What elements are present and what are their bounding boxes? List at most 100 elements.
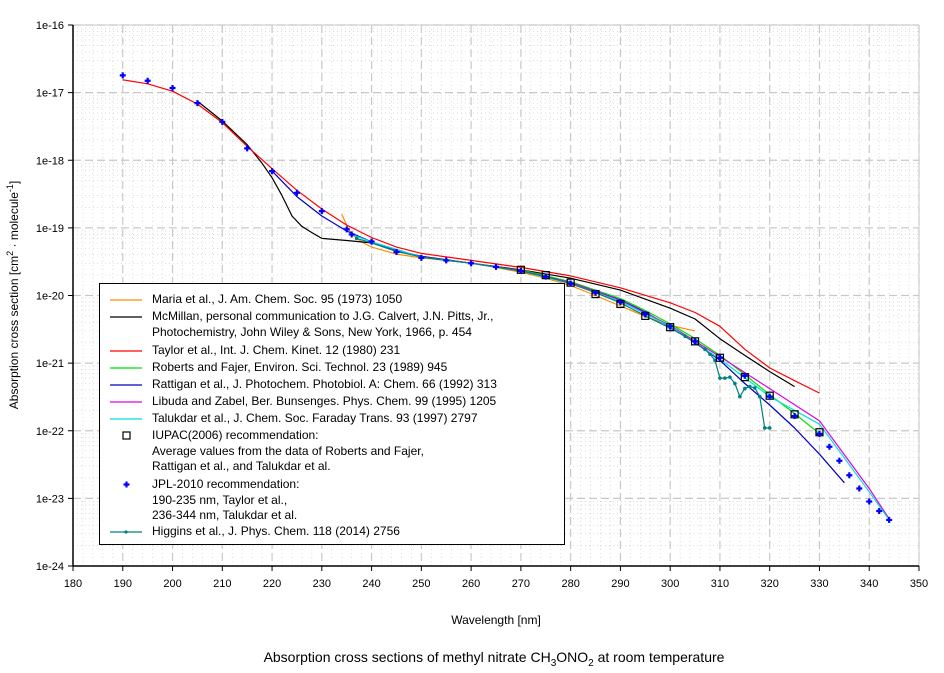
data-point bbox=[667, 323, 674, 330]
legend-label: Libuda and Zabel, Ber. Bunsenges. Phys. … bbox=[152, 394, 497, 408]
data-point bbox=[393, 248, 400, 255]
x-tick-label: 330 bbox=[810, 578, 828, 590]
y-label-sup1: 2 bbox=[5, 251, 15, 256]
ticks: 180 190 200 210 220 230 240 250 260 270 280 290 300 3… bbox=[36, 20, 928, 590]
legend-label: Higgins et al., J. Phys. Chem. 118 (2014… bbox=[152, 524, 400, 538]
y-label-pre: Absorption cross section [cm bbox=[7, 256, 21, 409]
legend-line-icon bbox=[110, 316, 142, 318]
legend-label-line: Photochemistry, John Wiley & Sons, New Y… bbox=[152, 324, 472, 339]
data-point bbox=[718, 376, 722, 380]
data-point bbox=[194, 100, 201, 107]
data-point bbox=[767, 426, 772, 430]
data-point bbox=[738, 394, 742, 399]
x-tick-label: 310 bbox=[711, 578, 729, 590]
data-point bbox=[368, 238, 375, 245]
data-point bbox=[757, 394, 762, 399]
title-sub1: 3 bbox=[551, 658, 557, 669]
open-square-icon bbox=[122, 431, 131, 440]
data-point bbox=[269, 168, 276, 175]
plus-marker-icon bbox=[123, 481, 130, 488]
data-point bbox=[642, 311, 649, 318]
data-point bbox=[144, 77, 151, 84]
y-tick-label: 1e-16 bbox=[36, 20, 64, 32]
data-point bbox=[542, 273, 549, 280]
data-point bbox=[856, 485, 863, 492]
series-line bbox=[122, 79, 820, 394]
legend-label: Rattigan et al., J. Photochem. Photobiol… bbox=[152, 377, 497, 391]
data-point bbox=[836, 457, 843, 464]
legend-label-line: 190-235 nm, Taylor et al., bbox=[152, 492, 288, 507]
legend-label: Talukdar et al., J. Chem. Soc. Faraday T… bbox=[152, 411, 478, 425]
data-point bbox=[876, 508, 883, 515]
data-point bbox=[617, 299, 624, 306]
x-tick-label: 290 bbox=[611, 578, 629, 590]
y-tick-label: 1e-21 bbox=[36, 358, 64, 370]
title-sub2: 2 bbox=[588, 658, 594, 669]
data-point bbox=[866, 498, 873, 505]
y-tick-label: 1e-24 bbox=[36, 561, 64, 573]
y-label-post: ] bbox=[7, 181, 21, 184]
data-point bbox=[468, 260, 475, 267]
x-tick-label: 210 bbox=[213, 578, 231, 590]
data-point bbox=[716, 354, 723, 361]
y-axis-label: Absorption cross section [cm2 · molecule… bbox=[5, 181, 21, 409]
data-point bbox=[169, 85, 176, 92]
data-point bbox=[567, 280, 574, 287]
legend-label-line: JPL-2010 recommendation: bbox=[152, 477, 300, 491]
series-2 bbox=[122, 79, 820, 394]
data-point bbox=[348, 231, 355, 238]
data-point bbox=[816, 430, 823, 437]
data-point bbox=[517, 268, 524, 275]
data-point bbox=[762, 426, 767, 430]
x-tick-label: 280 bbox=[561, 578, 579, 590]
legend-line-icon bbox=[110, 384, 142, 386]
legend-label-line: McMillan, personal communication to J.G.… bbox=[152, 309, 494, 323]
data-point bbox=[708, 352, 712, 357]
data-point bbox=[354, 236, 359, 241]
y-label-sup2: -1 bbox=[5, 184, 15, 192]
data-point bbox=[443, 257, 450, 264]
legend-label-line: IUPAC(2006) recommendation: bbox=[152, 428, 319, 442]
legend-label: IUPAC(2006) recommendation: Average valu… bbox=[152, 428, 424, 475]
data-point bbox=[846, 472, 853, 479]
y-tick-label: 1e-18 bbox=[36, 155, 64, 167]
data-point bbox=[723, 376, 727, 380]
data-point bbox=[748, 384, 752, 389]
data-point bbox=[791, 413, 798, 420]
x-tick-label: 240 bbox=[362, 578, 380, 590]
y-tick-label: 1e-22 bbox=[36, 426, 64, 438]
title-post: at room temperature bbox=[594, 649, 725, 665]
y-tick-label: 1e-19 bbox=[36, 223, 64, 235]
line-dot-icon bbox=[110, 530, 142, 534]
y-tick-label: 1e-20 bbox=[36, 291, 64, 303]
x-tick-label: 250 bbox=[412, 578, 430, 590]
x-tick-label: 270 bbox=[512, 578, 530, 590]
x-tick-label: 190 bbox=[114, 578, 132, 590]
x-tick-label: 320 bbox=[761, 578, 779, 590]
legend-label: McMillan, personal communication to J.G.… bbox=[152, 309, 493, 340]
legend-label-line: Average values from the data of Roberts … bbox=[152, 443, 424, 458]
x-tick-label: 340 bbox=[860, 578, 878, 590]
legend-label-line: Rattigan et al., and Talukdar et al. bbox=[152, 459, 331, 473]
x-tick-label: 200 bbox=[163, 578, 181, 590]
legend-line-icon bbox=[110, 367, 142, 369]
series-8 bbox=[119, 72, 893, 523]
data-point bbox=[703, 347, 707, 352]
data-point bbox=[493, 263, 499, 270]
data-point bbox=[690, 337, 700, 346]
y-label-mid: · molecule bbox=[7, 192, 21, 251]
x-tick-label: 220 bbox=[263, 578, 281, 590]
legend-label: Maria et al., J. Am. Chem. Soc. 95 (1973… bbox=[152, 292, 403, 306]
legend-line-icon bbox=[110, 350, 142, 352]
data-point bbox=[766, 393, 773, 400]
data-point bbox=[733, 381, 737, 386]
data-point bbox=[743, 386, 747, 391]
legend-label: Taylor et al., Int. J. Chem. Kinet. 12 (… bbox=[152, 343, 401, 357]
data-point bbox=[119, 72, 126, 79]
data-point bbox=[318, 208, 325, 215]
x-tick-label: 180 bbox=[64, 578, 82, 590]
x-tick-label: 230 bbox=[313, 578, 331, 590]
series-layer bbox=[119, 72, 893, 523]
title-pre: Absorption cross sections of methyl nitr… bbox=[264, 649, 551, 665]
chart-title: Absorption cross sections of methyl nitr… bbox=[264, 649, 725, 669]
